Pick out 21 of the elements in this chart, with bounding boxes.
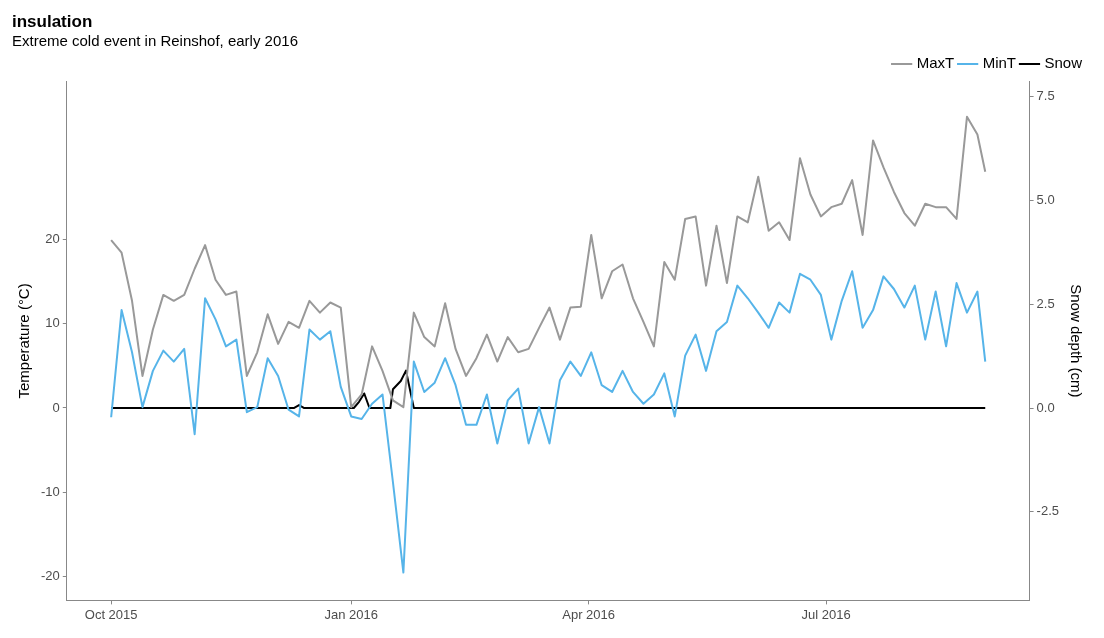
y-tick-label: 0 bbox=[52, 399, 60, 415]
y-tick-label: 20 bbox=[45, 230, 60, 246]
legend-label: MaxT bbox=[916, 54, 955, 72]
y2-axis-title: Snow depth (cm) bbox=[1067, 284, 1085, 398]
x-tick-label: Jan 2016 bbox=[324, 606, 378, 622]
y2-tick-label: -2.5 bbox=[1036, 503, 1060, 519]
y-tick-label: 10 bbox=[45, 315, 60, 331]
x-tick-label: Apr 2016 bbox=[562, 606, 616, 622]
chart-title: insulation bbox=[12, 11, 93, 31]
y-tick-label: -10 bbox=[40, 483, 60, 499]
x-tick-label: Oct 2015 bbox=[84, 606, 138, 622]
legend-label: Snow bbox=[1044, 54, 1083, 72]
y2-tick-label: 2.5 bbox=[1036, 295, 1055, 311]
y2-tick-label: 5.0 bbox=[1036, 191, 1055, 207]
chart-subtitle: Extreme cold event in Reinshof, early 2016 bbox=[12, 31, 298, 49]
x-tick-label: Jul 2016 bbox=[801, 606, 851, 622]
y-tick-label: -20 bbox=[40, 568, 60, 584]
y2-tick-label: 7.5 bbox=[1036, 87, 1055, 103]
y2-tick-label: 0.0 bbox=[1036, 399, 1055, 415]
legend-label: MinT bbox=[982, 54, 1016, 72]
y-axis-title: Temperature (°C) bbox=[15, 283, 33, 399]
